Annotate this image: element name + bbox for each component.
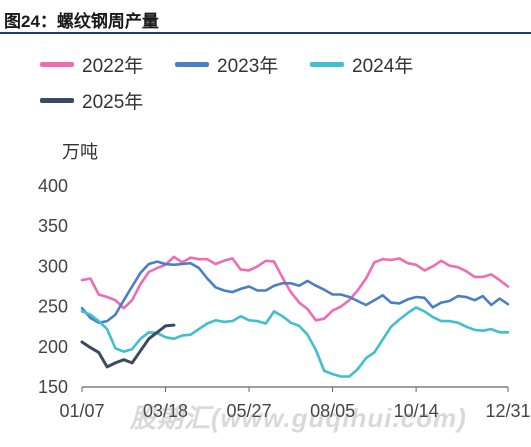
chart-title: 图24：螺纹钢周产量 bbox=[4, 12, 159, 31]
x-tick-label: 12/31 bbox=[485, 401, 530, 421]
x-axis-ticks: 01/07 03/18 05/27 08/05 10/14 12/31 bbox=[59, 387, 531, 421]
legend-swatch bbox=[40, 98, 74, 103]
y-axis-ticks: 150 200 250 300 350 400 bbox=[38, 176, 68, 397]
legend-swatch bbox=[310, 62, 344, 67]
x-tick-label: 08/05 bbox=[310, 401, 355, 421]
series-line-2024 bbox=[80, 306, 510, 378]
series-lines bbox=[80, 255, 510, 378]
x-tick-label: 10/14 bbox=[394, 401, 439, 421]
x-tick-label: 05/27 bbox=[227, 401, 272, 421]
series-line-2022 bbox=[80, 255, 510, 322]
x-tick-label: 01/07 bbox=[59, 401, 104, 421]
y-tick-label: 250 bbox=[38, 297, 68, 317]
legend-swatch bbox=[175, 62, 209, 67]
legend-swatch bbox=[40, 62, 74, 67]
y-tick-label: 300 bbox=[38, 256, 68, 276]
series-line-2023 bbox=[80, 260, 510, 325]
x-tick-label: 03/18 bbox=[143, 401, 188, 421]
y-tick-label: 400 bbox=[38, 176, 68, 196]
y-tick-label: 200 bbox=[38, 337, 68, 357]
watermark: 股期汇(www.guqihui.com) bbox=[130, 403, 467, 433]
legend-label: 2023年 bbox=[217, 55, 278, 77]
legend-label: 2024年 bbox=[352, 55, 413, 77]
y-axis-unit: 万吨 bbox=[62, 142, 98, 162]
title-bar: 图24：螺纹钢周产量 bbox=[0, 0, 531, 34]
legend-label: 2022年 bbox=[82, 55, 143, 77]
legend: 2022年 2023年 2024年 2025年 bbox=[40, 55, 413, 113]
legend-label: 2025年 bbox=[82, 91, 143, 113]
y-tick-label: 350 bbox=[38, 216, 68, 236]
series-line-2025 bbox=[80, 323, 176, 369]
y-tick-label: 150 bbox=[38, 377, 68, 397]
